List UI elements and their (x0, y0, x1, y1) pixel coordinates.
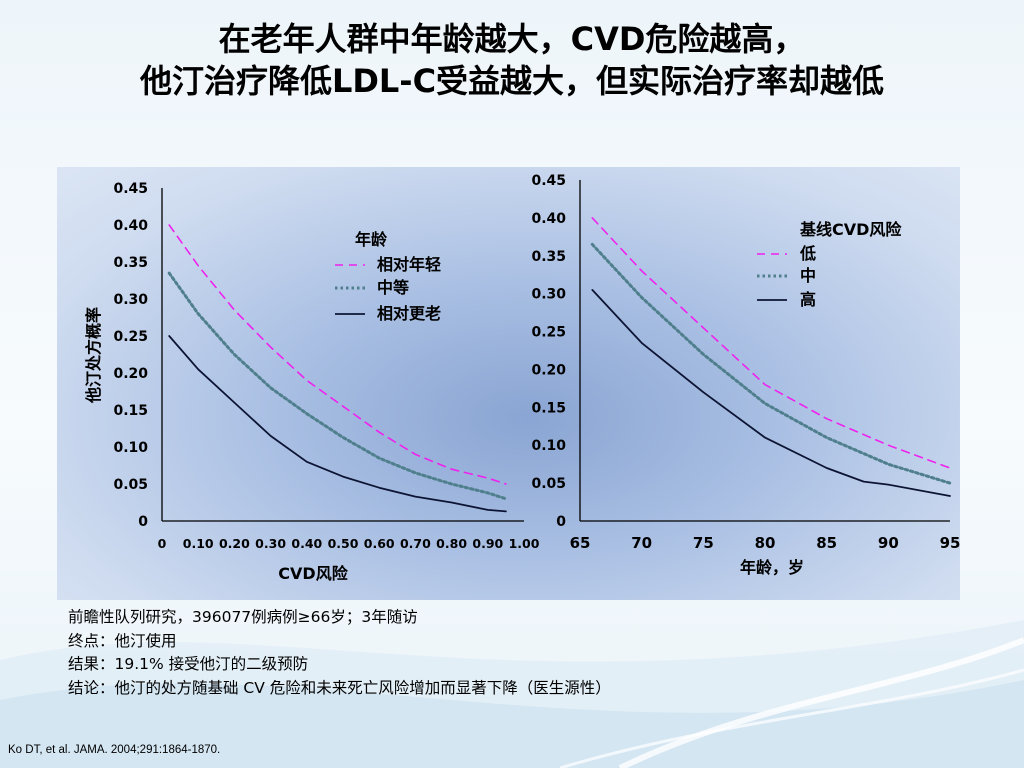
y-tick-label: 0.10 (113, 440, 148, 456)
study-note-result: 结果：19.1% 接受他汀的二级预防 (68, 655, 309, 673)
x-tick-label: 0.10 (183, 536, 214, 551)
charts-svg: 0 0.05 0.10 0.15 0.20 0.25 0.30 0.35 0.40 0.45 0 0.… (84, 173, 960, 583)
legend-label: 高 (800, 290, 816, 309)
y-tick-label: 0.45 (531, 173, 566, 189)
x-tick-label: 0.70 (400, 536, 431, 551)
y-tick-label: 0.10 (531, 438, 566, 454)
study-notes: 前瞻性队列研究，396077例病例≥66岁；3年随访 终点：他汀使用 结果：19… (68, 606, 611, 700)
x-tick-label: 90 (878, 534, 899, 552)
y-tick-label: 0.05 (531, 476, 566, 492)
y-tick-label: 0 (138, 514, 148, 530)
y-tick-label: 0.35 (531, 249, 566, 265)
slide-title-line1: 在老年人群中年龄越大，CVD危险越高， (218, 20, 806, 58)
y-axis-title: 他汀处方概率 (84, 307, 103, 404)
y-tick-label: 0 (556, 514, 566, 530)
legend-label: 中 (800, 266, 816, 285)
series-line-低 (591, 217, 951, 469)
series-line-相对更老 (168, 335, 507, 513)
series-line-高 (591, 289, 951, 497)
y-tick-label: 0.40 (531, 211, 566, 227)
x-tick-label: 0.20 (219, 536, 250, 551)
x-tick-label: 70 (631, 534, 652, 552)
x-tick-label: 0.60 (364, 536, 395, 551)
y-tick-label: 0.45 (113, 181, 148, 197)
legend-label: 相对更老 (377, 304, 441, 323)
x-tick-label: 0.30 (255, 536, 286, 551)
legend-title: 年龄 (355, 230, 388, 249)
chart-panel: 0 0.05 0.10 0.15 0.20 0.25 0.30 0.35 0.40 0.45 0 0.… (57, 167, 960, 600)
y-tick-label: 0.15 (531, 400, 566, 416)
study-note-design: 前瞻性队列研究，396077例病例≥66岁；3年随访 (68, 608, 418, 626)
x-tick-label: 0.40 (291, 536, 322, 551)
series-line-中 (590, 242, 952, 485)
legend-label: 相对年轻 (377, 255, 441, 274)
y-tick-label: 0.20 (113, 366, 148, 382)
x-axis-title: 年龄，岁 (740, 558, 804, 577)
x-tick-label: 65 (570, 534, 591, 552)
series-line-中等 (167, 271, 508, 501)
legend-title: 基线CVD风险 (799, 220, 902, 239)
legend-label: 中等 (377, 278, 409, 297)
study-note-conclusion: 结论：他汀的处方随基础 CV 危险和未来死亡风险增加而显著下降（医生源性） (68, 678, 611, 697)
y-tick-label: 0.35 (113, 255, 148, 271)
y-tick-label: 0.05 (113, 477, 148, 493)
x-tick-label: 85 (816, 534, 837, 552)
study-note-endpoint: 终点：他汀使用 (68, 631, 177, 650)
x-tick-label: 80 (755, 534, 776, 552)
x-tick-label: 1.00 (509, 536, 540, 551)
y-tick-label: 0.25 (113, 329, 148, 345)
x-axis-title: CVD风险 (278, 564, 348, 583)
x-tick-label: 0.90 (472, 536, 503, 551)
citation: Ko DT, et al. JAMA. 2004;291:1864-1870. (8, 744, 221, 756)
series-line-相对年轻 (168, 224, 507, 485)
x-tick-label: 95 (940, 534, 960, 552)
legend-label: 低 (799, 244, 816, 263)
slide-title-line2: 他汀治疗降低LDL-C受益越大，但实际治疗率却越低 (139, 62, 885, 100)
x-tick-label: 0 (158, 536, 167, 551)
y-tick-label: 0.30 (113, 292, 148, 308)
y-tick-label: 0.15 (113, 403, 148, 419)
y-tick-label: 0.40 (113, 218, 148, 234)
y-tick-label: 0.20 (531, 362, 566, 378)
y-tick-label: 0.25 (531, 325, 566, 341)
x-tick-label: 0.80 (436, 536, 467, 551)
y-tick-label: 0.30 (531, 287, 566, 303)
x-tick-label: 75 (693, 534, 714, 552)
x-tick-label: 0.50 (328, 536, 359, 551)
slide-title: 在老年人群中年龄越大，CVD危险越高， 他汀治疗降低LDL-C受益越大，但实际治… (0, 18, 1024, 102)
